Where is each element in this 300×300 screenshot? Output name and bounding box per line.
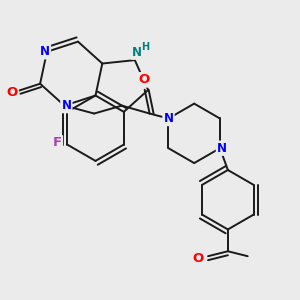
Text: H: H <box>141 42 149 52</box>
Text: O: O <box>193 252 204 265</box>
Text: N: N <box>61 99 71 112</box>
Text: N: N <box>164 112 173 125</box>
Text: N: N <box>132 46 142 59</box>
Text: N: N <box>40 45 50 58</box>
Text: O: O <box>138 74 149 86</box>
Text: N: N <box>217 142 227 155</box>
Text: F: F <box>53 136 62 149</box>
Text: O: O <box>6 86 17 99</box>
